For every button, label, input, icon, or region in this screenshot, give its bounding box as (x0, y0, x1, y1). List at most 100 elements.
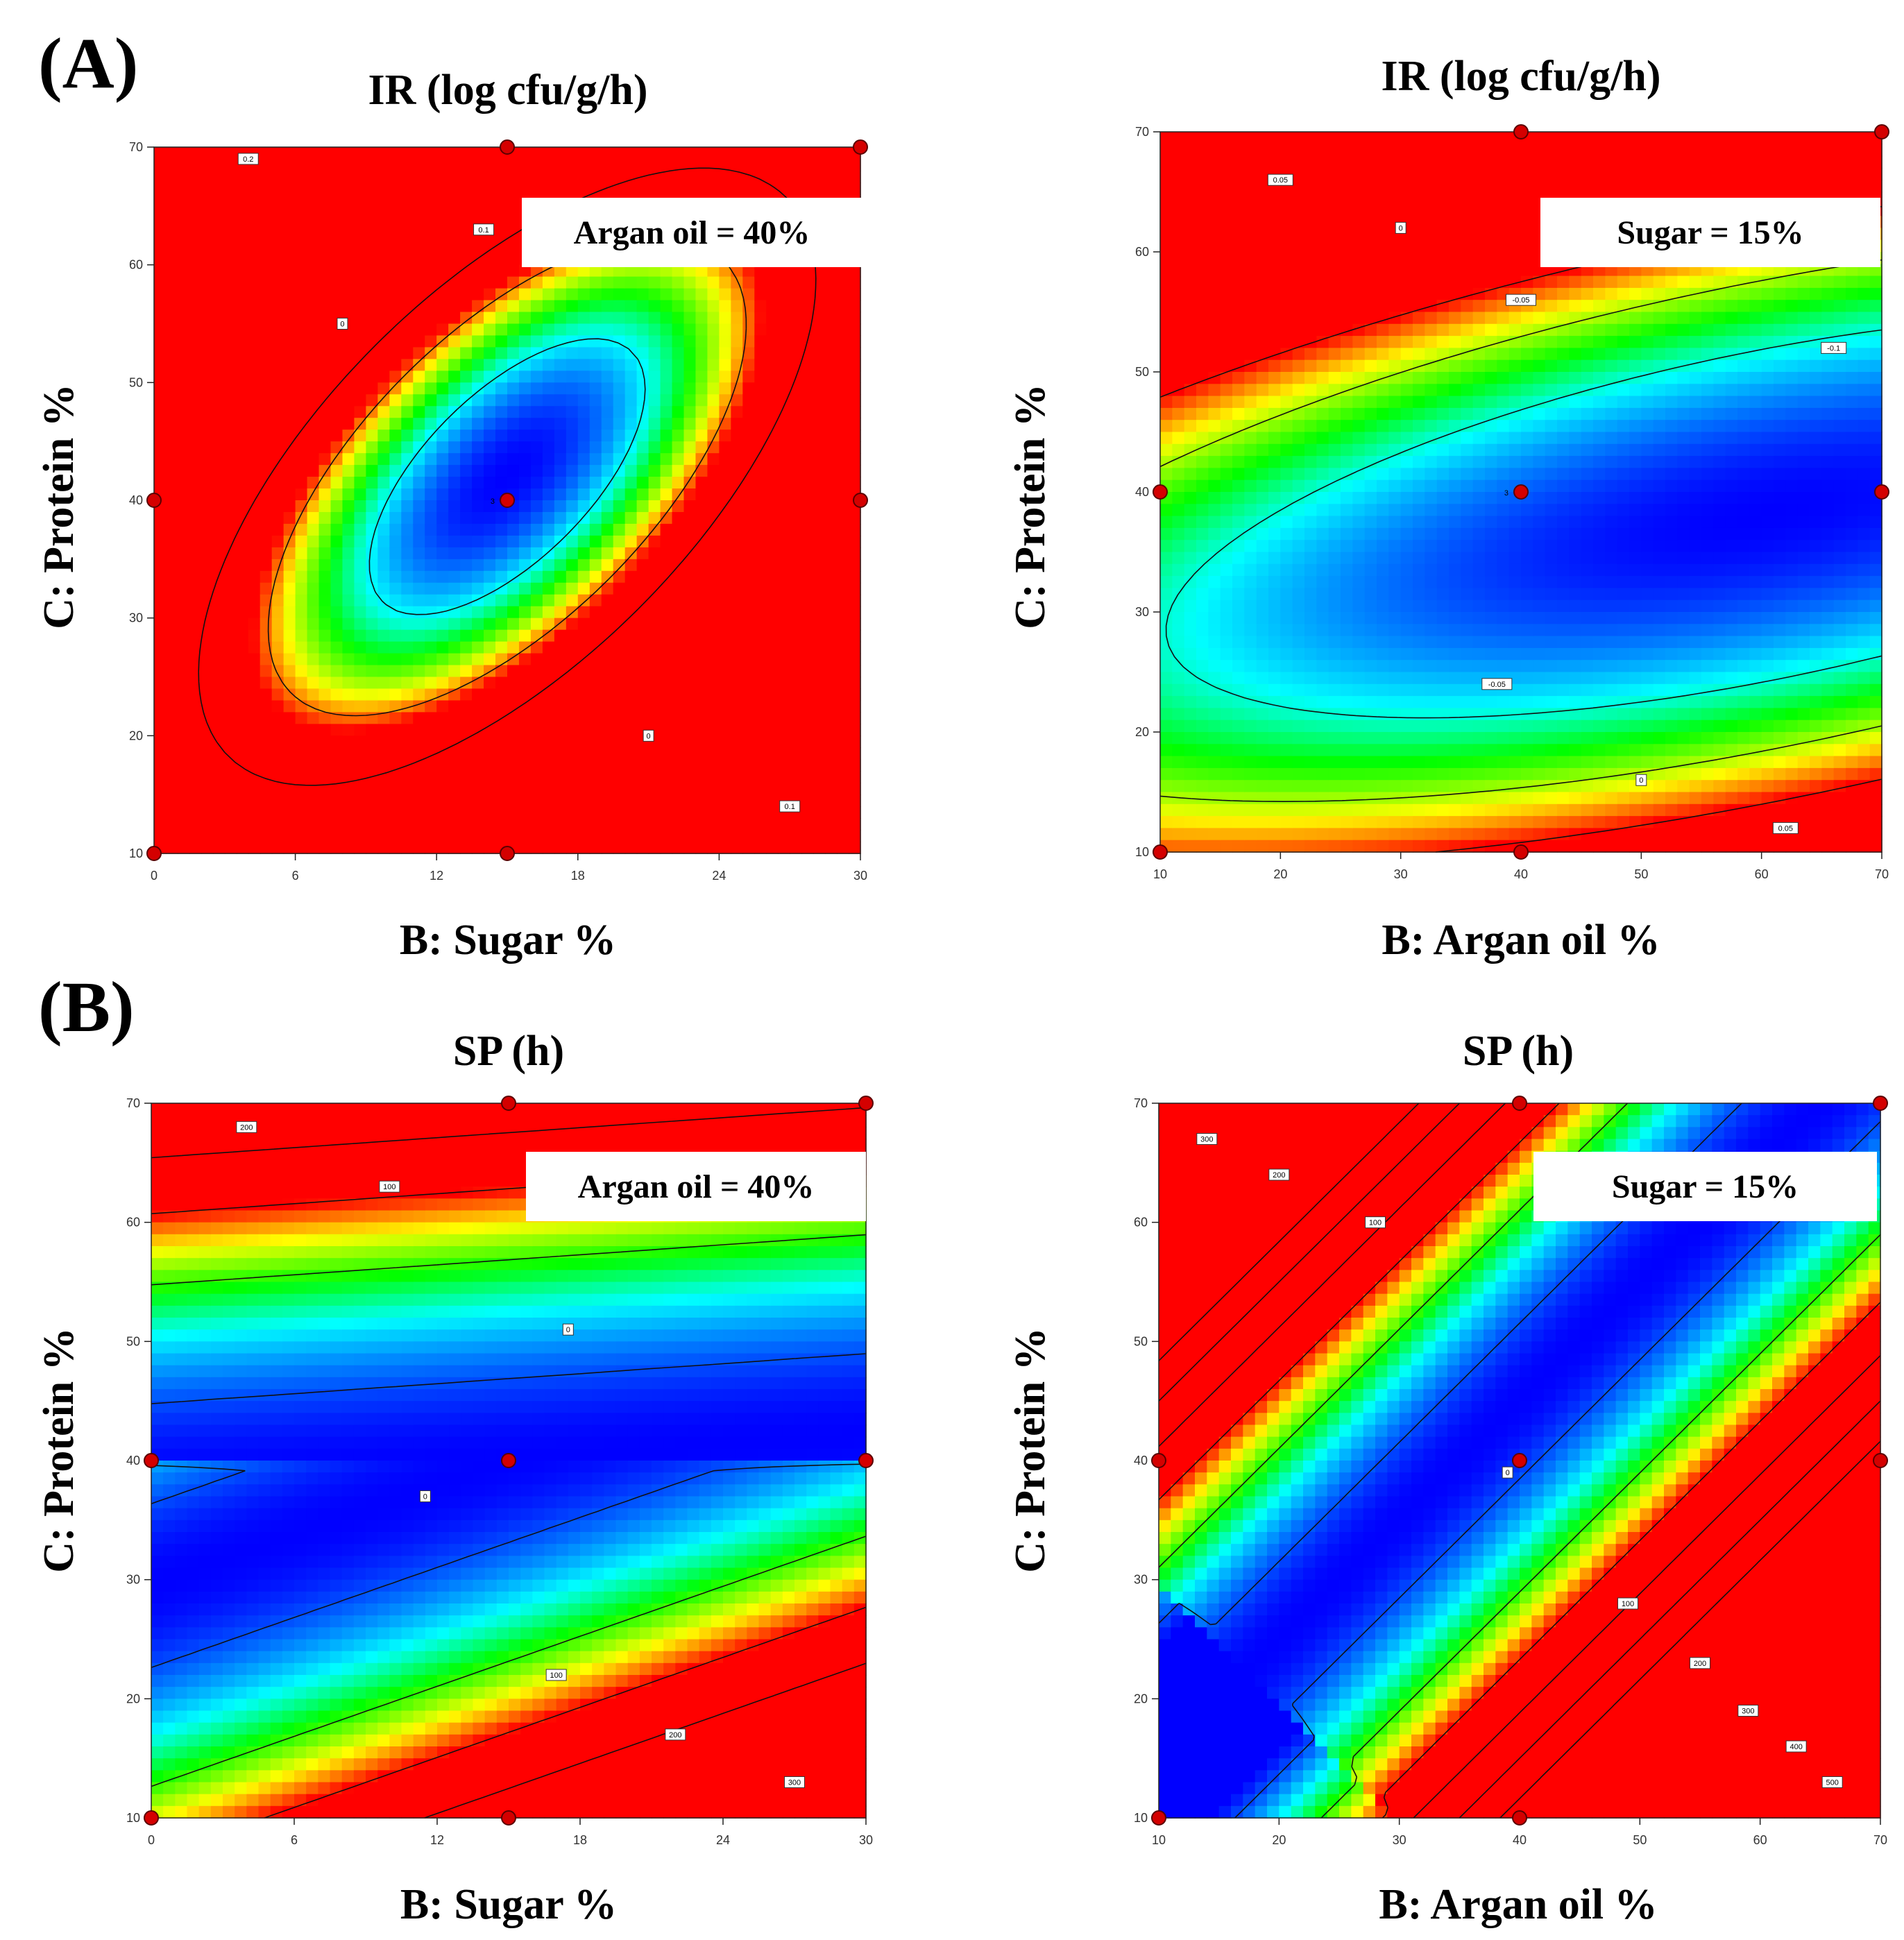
field-cell (448, 712, 461, 725)
field-cell (1196, 192, 1209, 205)
field-cell (472, 182, 484, 195)
field-cell (377, 312, 391, 325)
field-cell (589, 688, 602, 701)
field-cell (1232, 287, 1246, 300)
field-cell (731, 547, 744, 560)
field-cell (318, 618, 332, 631)
field-cell (177, 747, 190, 760)
field-cell (330, 629, 343, 643)
field-cell (1160, 336, 1173, 349)
field-cell (660, 300, 673, 313)
field-cell (401, 300, 414, 313)
field-cell (1364, 300, 1377, 313)
field-cell (354, 347, 367, 360)
field-cell (1280, 384, 1293, 397)
field-cell (1304, 708, 1318, 721)
field-cell (377, 582, 391, 595)
field-cell (1304, 732, 1318, 745)
field-cell (672, 429, 685, 442)
field-cell (389, 806, 402, 819)
field-cell (1352, 660, 1366, 673)
field-cell (801, 842, 814, 854)
field-cell (1364, 696, 1377, 709)
field-cell (177, 806, 190, 819)
field-cell (1352, 708, 1366, 721)
field-cell (1400, 180, 1413, 193)
field-cell (1256, 828, 1269, 841)
field-cell (389, 523, 402, 536)
field-cell (766, 359, 779, 372)
field-cell (577, 688, 590, 701)
field-cell (1160, 192, 1173, 205)
field-cell (448, 241, 461, 254)
field-cell (1316, 312, 1329, 325)
field-cell (165, 511, 178, 525)
field-cell (507, 606, 520, 619)
field-cell (1184, 612, 1197, 625)
field-cell (1232, 540, 1246, 553)
field-cell (1172, 504, 1185, 517)
field-cell (212, 276, 226, 289)
x-tick-label: 0 (151, 869, 158, 883)
field-cell (1232, 767, 1246, 781)
field-cell (1364, 167, 1377, 180)
field-cell (201, 264, 214, 278)
field-cell (1341, 203, 1354, 216)
field-cell (518, 500, 532, 513)
field-cell (1364, 384, 1377, 397)
field-cell (436, 264, 449, 278)
field-cell (624, 523, 638, 536)
contour-label-text: 0.2 (243, 155, 253, 164)
field-cell (683, 677, 697, 690)
field-cell (1364, 312, 1377, 325)
field-cell (542, 842, 555, 854)
field-cell (425, 300, 437, 313)
field-cell (672, 347, 685, 360)
field-cell (413, 406, 426, 419)
field-cell (1413, 395, 1426, 409)
field-cell (260, 300, 273, 313)
field-cell (165, 535, 178, 548)
field-cell (1220, 720, 1233, 733)
field-cell (436, 830, 449, 842)
field-cell (1244, 468, 1257, 481)
field-cell (1316, 384, 1329, 397)
field-cell (601, 700, 614, 713)
field-cell (518, 653, 532, 666)
field-cell (1280, 203, 1293, 216)
field-cell (342, 453, 355, 466)
field-cell (354, 570, 367, 584)
field-cell (260, 535, 273, 548)
field-cell (495, 747, 508, 760)
field-cell (495, 300, 508, 313)
field-cell (1208, 180, 1221, 193)
field-cell (460, 641, 473, 654)
field-cell (1316, 336, 1329, 349)
field-cell (1304, 468, 1318, 481)
field-cell (1196, 264, 1209, 277)
field-cell (542, 712, 555, 725)
field-cell (672, 394, 685, 407)
field-cell (636, 300, 649, 313)
field-cell (813, 735, 826, 749)
field-cell (577, 794, 590, 807)
field-cell (672, 783, 685, 795)
field-cell (613, 347, 626, 360)
field-cell (1172, 624, 1185, 637)
field-cell (484, 276, 496, 289)
field-cell (601, 382, 614, 395)
field-cell (495, 759, 508, 772)
field-cell (1256, 552, 1269, 565)
field-cell (624, 700, 638, 713)
field-cell (413, 170, 426, 183)
field-cell (271, 523, 284, 536)
field-cell (1328, 588, 1341, 601)
field-cell (530, 170, 543, 183)
field-cell (1196, 708, 1209, 721)
field-cell (778, 300, 790, 313)
field-cell (366, 335, 379, 348)
field-cell (542, 665, 555, 678)
field-cell (1388, 395, 1402, 409)
field-cell (448, 158, 461, 171)
field-cell (401, 477, 414, 489)
